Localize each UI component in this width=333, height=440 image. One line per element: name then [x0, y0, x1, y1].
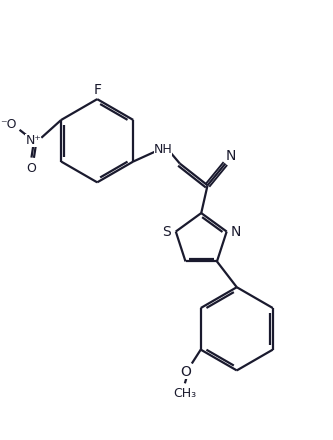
Text: ⁻O: ⁻O: [0, 118, 17, 132]
Text: N⁺: N⁺: [25, 134, 41, 147]
Text: NH: NH: [154, 143, 172, 156]
Text: F: F: [93, 83, 101, 97]
Text: O: O: [180, 365, 191, 379]
Text: S: S: [163, 224, 171, 238]
Text: N: N: [230, 224, 241, 238]
Text: O: O: [27, 162, 36, 175]
Text: N: N: [225, 149, 235, 163]
Text: CH₃: CH₃: [173, 387, 196, 400]
